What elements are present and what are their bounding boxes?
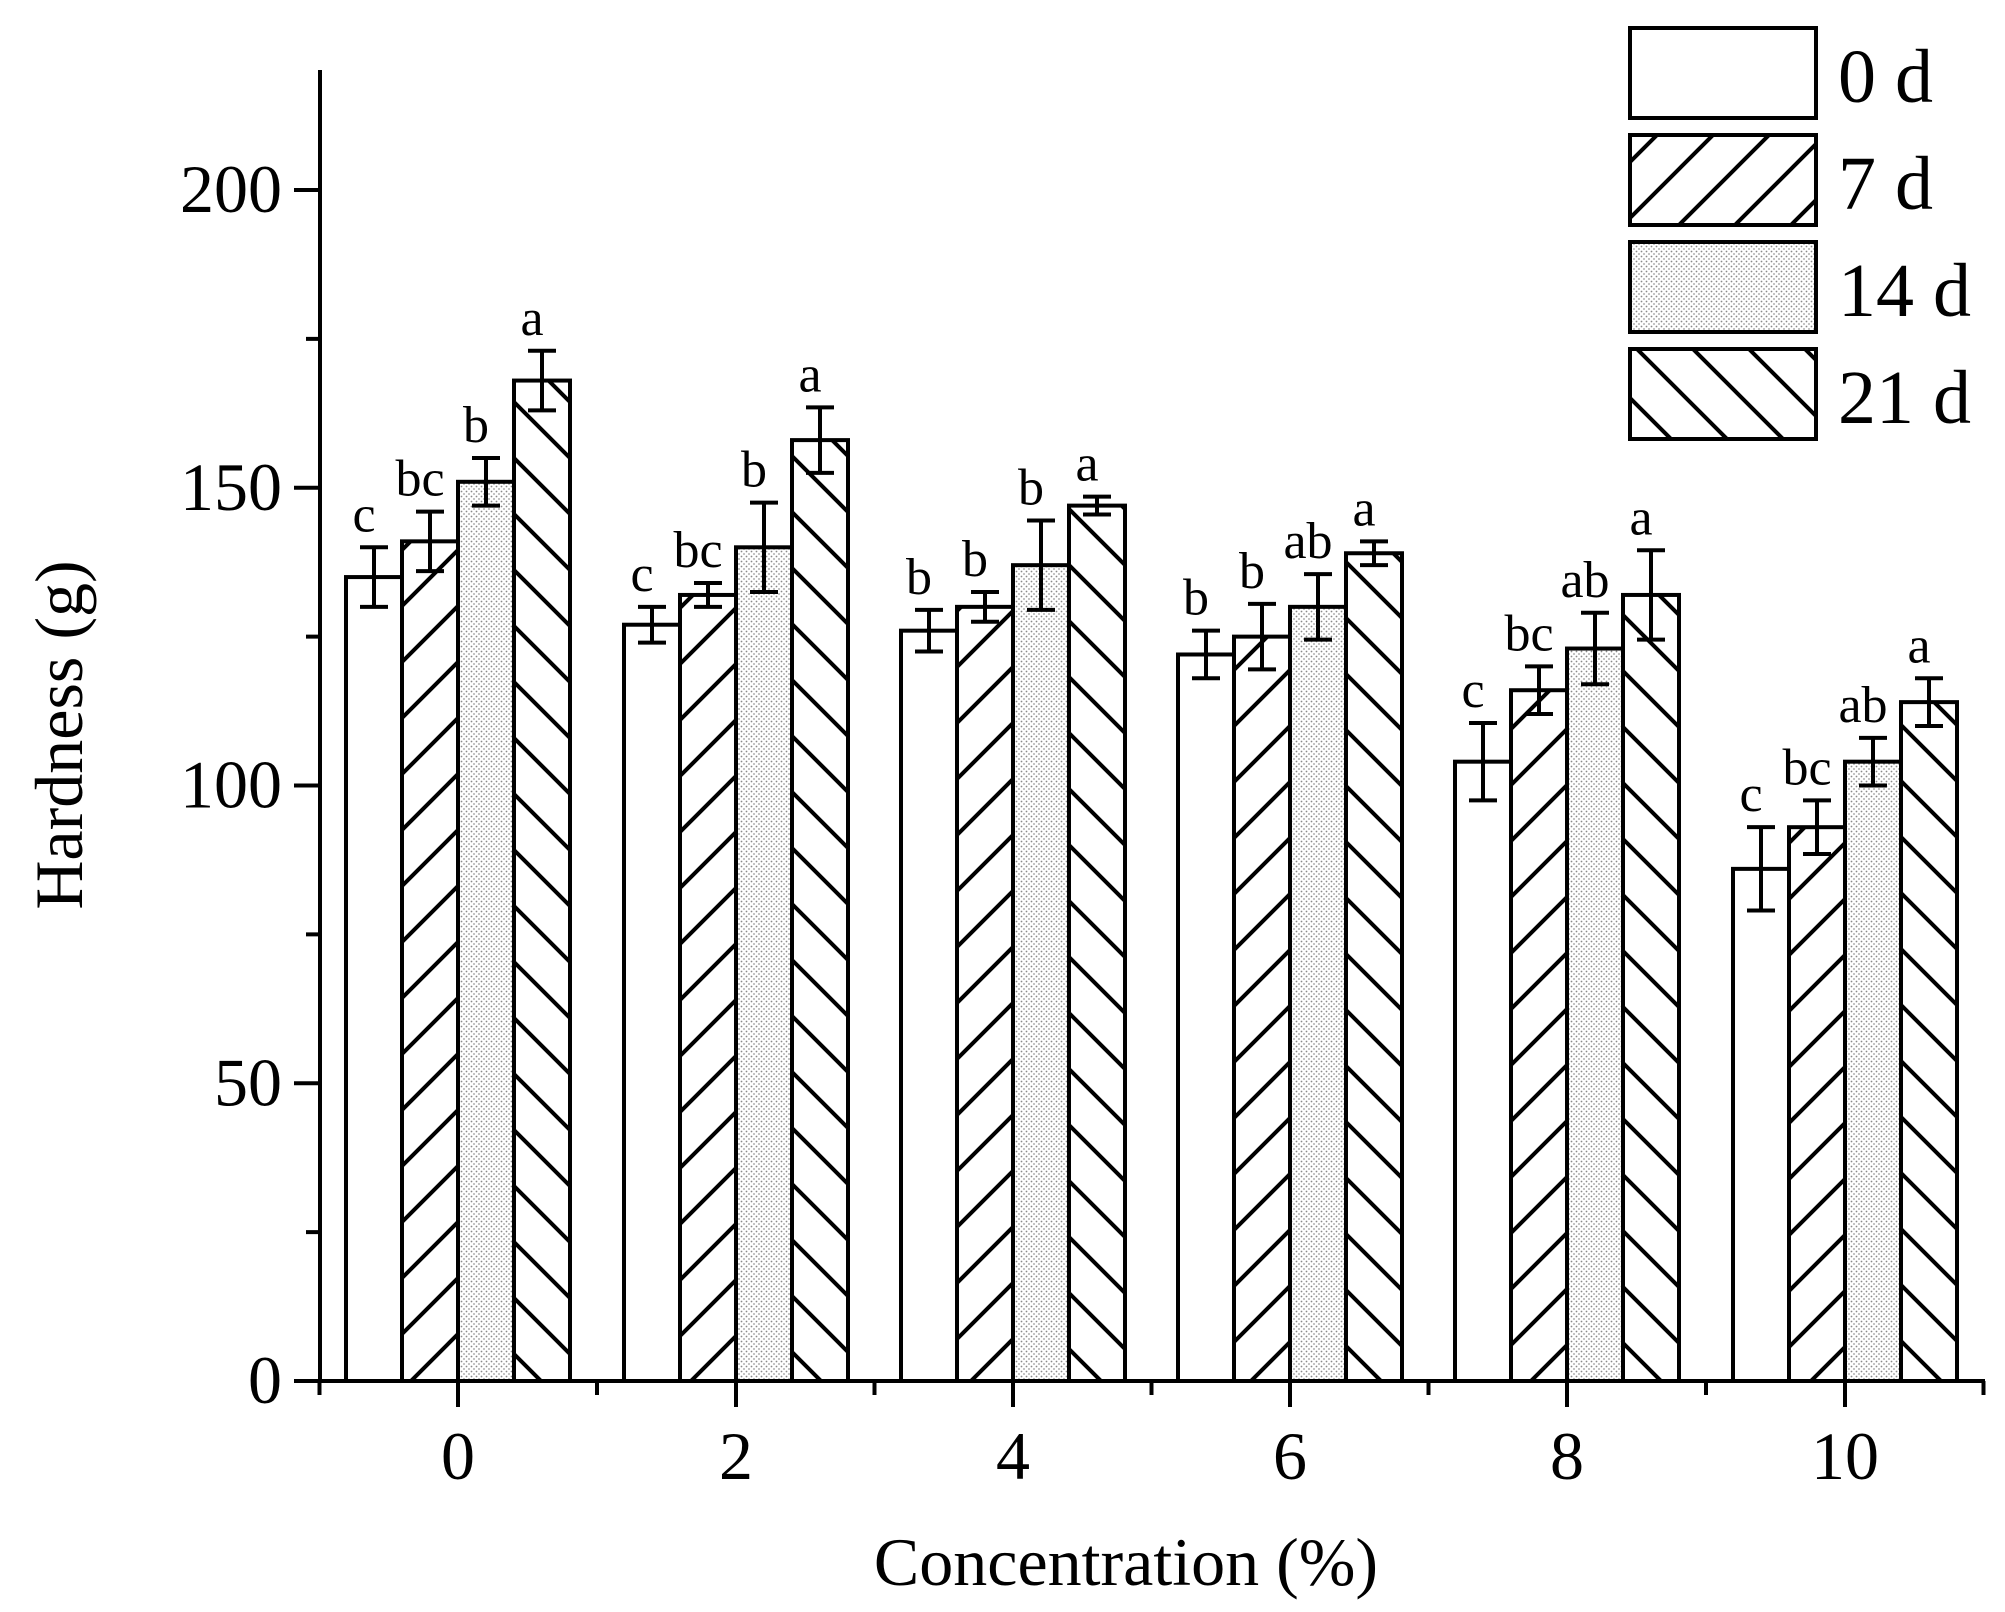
bar-14d-10 [1843,759,1903,1383]
significance-label: c [1461,662,1484,719]
x-tick-label: 4 [996,1418,1030,1494]
legend-label: 0 d [1838,35,1933,119]
legend-swatch-7d [1628,133,1818,227]
significance-label: c [352,486,375,543]
significance-label: ab [1283,513,1332,570]
significance-label: a [798,346,821,403]
legend-swatch-14d [1628,240,1818,334]
significance-label: a [1907,617,1930,674]
y-tick-label: 200 [180,151,282,227]
legend-label: 14 d [1838,249,1971,333]
bar-7d-10 [1787,825,1847,1383]
significance-label: b [906,549,932,606]
significance-label: ab [1838,677,1887,734]
bar-21d-10 [1899,700,1959,1383]
significance-label: bc [395,451,444,508]
bar-7d-2 [678,592,738,1383]
significance-label: bc [1782,739,1831,796]
y-tick-label: 50 [214,1044,282,1120]
y-tick-label: 0 [248,1342,282,1418]
bar-14d-8 [1565,646,1625,1383]
significance-label: b [1183,570,1209,627]
bar-0d-0 [344,575,404,1383]
x-tick-label: 2 [719,1418,753,1494]
bar-14d-4 [1011,563,1071,1383]
bar-21d-8 [1621,592,1681,1383]
significance-label: b [463,397,489,454]
x-axis-label: Concentration (%) [874,1524,1378,1600]
x-tick-label: 10 [1811,1418,1879,1494]
bar-14d-2 [734,545,794,1383]
significance-label: c [1739,766,1762,823]
bar-7d-4 [955,604,1015,1383]
bar-0d-6 [1176,652,1236,1383]
x-tick-label: 0 [441,1418,475,1494]
significance-label: a [1075,436,1098,493]
x-tick-label: 6 [1273,1418,1307,1494]
bar-0d-2 [622,622,682,1383]
significance-label: b [741,442,767,499]
bar-21d-4 [1067,503,1127,1383]
bar-0d-8 [1453,759,1513,1383]
x-tick-label: 8 [1550,1418,1584,1494]
bar-21d-2 [790,438,850,1383]
significance-label: b [1018,460,1044,517]
significance-label: c [630,546,653,603]
bar-14d-0 [456,479,516,1384]
y-tick-label: 150 [180,449,282,525]
legend: 0 d 7 d 14 d 21 d [1628,26,1971,441]
significance-label: a [1629,489,1652,546]
y-tick-label: 100 [180,747,282,823]
bar-0d-10 [1731,866,1791,1383]
bar-21d-6 [1344,551,1404,1383]
bar-21d-0 [512,378,572,1383]
significance-label: b [962,531,988,588]
bar-7d-8 [1509,688,1569,1383]
legend-swatch-21d [1628,347,1818,441]
significance-label: a [1352,480,1375,537]
significance-label: bc [673,522,722,579]
significance-label: bc [1504,605,1553,662]
legend-swatch-0d [1628,26,1818,120]
y-axis-label: Hardness (g) [21,560,97,909]
bar-7d-6 [1232,634,1292,1383]
significance-label: ab [1560,552,1609,609]
significance-label: a [520,290,543,347]
bar-0d-4 [899,628,959,1383]
legend-label: 21 d [1838,356,1971,440]
significance-label: b [1239,543,1265,600]
bar-7d-0 [400,539,460,1383]
bar-14d-6 [1288,604,1348,1383]
legend-label: 7 d [1838,142,1933,226]
